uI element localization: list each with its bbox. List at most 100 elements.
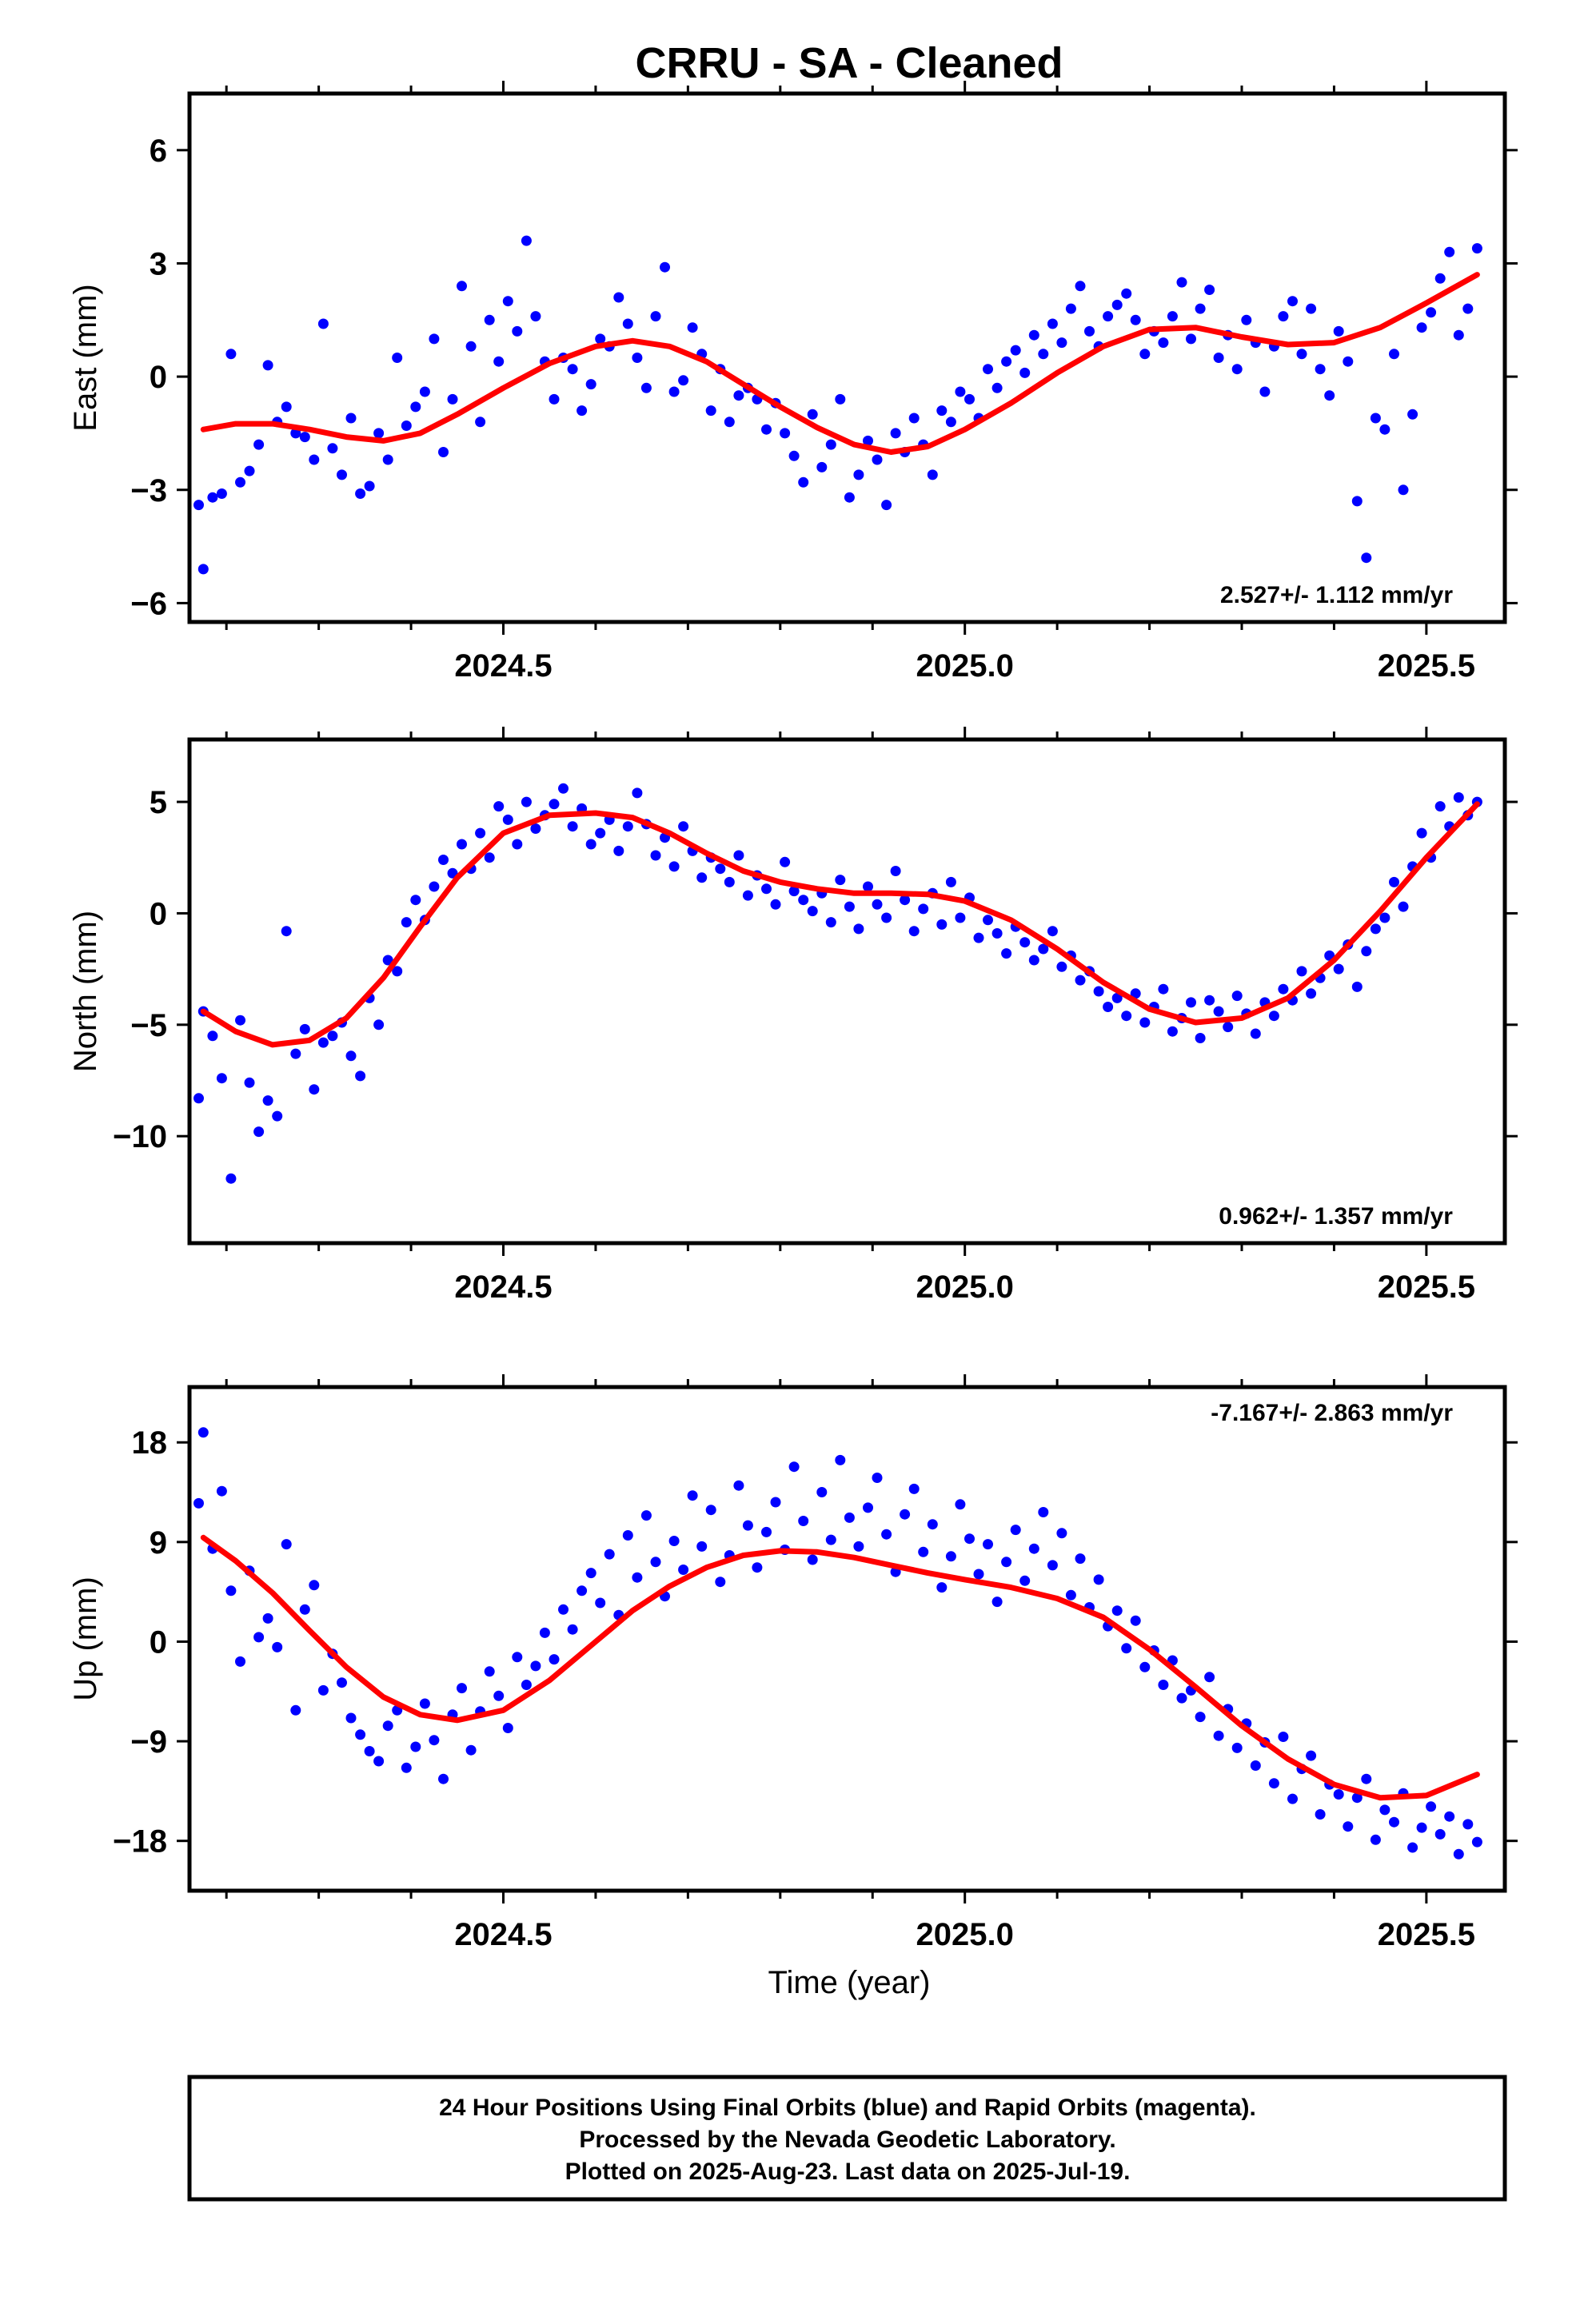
data-point bbox=[613, 845, 624, 856]
data-point bbox=[890, 866, 901, 876]
data-point bbox=[1361, 1773, 1372, 1784]
data-point bbox=[419, 386, 430, 397]
data-point bbox=[1462, 303, 1474, 314]
data-point bbox=[1306, 988, 1317, 999]
data-point bbox=[1121, 1011, 1132, 1022]
east-model-fit-line bbox=[200, 272, 1480, 455]
data-point bbox=[457, 1683, 467, 1694]
x-tick-label: 2025.5 bbox=[1378, 648, 1475, 684]
data-point bbox=[1213, 1730, 1224, 1741]
data-point bbox=[1010, 345, 1021, 356]
data-point bbox=[650, 850, 661, 861]
data-point bbox=[1343, 1821, 1354, 1832]
data-point bbox=[512, 839, 523, 850]
data-point bbox=[1019, 367, 1031, 378]
data-point bbox=[493, 356, 505, 367]
data-point bbox=[290, 1048, 301, 1059]
data-point bbox=[983, 915, 993, 926]
data-point bbox=[281, 926, 292, 937]
data-point bbox=[1213, 353, 1224, 363]
north-plot-frame bbox=[187, 737, 1507, 1246]
y-tick-label: 0 bbox=[150, 1624, 167, 1660]
data-point bbox=[1111, 1605, 1123, 1616]
x-axis-label: Time (year) bbox=[768, 1965, 931, 2000]
data-point bbox=[1223, 1022, 1234, 1033]
data-point bbox=[253, 1126, 265, 1138]
data-point bbox=[1139, 349, 1151, 360]
data-point bbox=[1158, 1680, 1169, 1690]
data-point bbox=[194, 1497, 204, 1509]
data-point bbox=[194, 500, 204, 511]
data-point bbox=[585, 379, 596, 390]
data-point bbox=[198, 564, 209, 575]
data-point bbox=[225, 1173, 237, 1184]
data-point bbox=[1250, 1760, 1261, 1771]
data-point bbox=[955, 912, 966, 923]
data-point bbox=[373, 1019, 385, 1030]
data-point bbox=[1361, 552, 1372, 564]
data-point bbox=[863, 435, 873, 446]
data-point bbox=[216, 1485, 227, 1497]
data-point bbox=[1426, 307, 1437, 318]
footer-line-3: Plotted on 2025-Aug-23. Last data on 202… bbox=[565, 2159, 1131, 2185]
data-point bbox=[1176, 1692, 1187, 1704]
data-point bbox=[345, 1712, 357, 1724]
data-point bbox=[299, 432, 310, 443]
data-point bbox=[549, 1654, 560, 1665]
data-point bbox=[1075, 281, 1086, 292]
data-point bbox=[788, 450, 800, 461]
y-tick-label: 6 bbox=[150, 134, 167, 169]
data-point bbox=[475, 417, 486, 428]
data-point bbox=[401, 1762, 412, 1773]
data-point bbox=[539, 1627, 550, 1638]
data-point bbox=[640, 382, 652, 393]
data-point bbox=[798, 895, 809, 906]
data-point bbox=[1075, 1553, 1086, 1565]
data-point bbox=[853, 469, 864, 480]
data-point bbox=[991, 1597, 1003, 1608]
data-point bbox=[798, 1516, 809, 1526]
panel-up: 18 9 0 −9 −18 2024.5 2025.0 2025.5 Up (mm) Time (… bbox=[68, 1374, 1518, 2000]
data-point bbox=[299, 1023, 310, 1034]
data-point bbox=[1186, 997, 1196, 1008]
y-tick-label: 0 bbox=[150, 360, 167, 395]
data-point bbox=[309, 1580, 320, 1591]
data-point bbox=[1306, 1750, 1317, 1761]
data-point bbox=[881, 500, 892, 511]
data-point bbox=[1195, 1033, 1206, 1043]
data-point bbox=[1389, 349, 1399, 360]
data-point bbox=[844, 1512, 855, 1523]
data-point bbox=[317, 1684, 329, 1696]
data-point bbox=[696, 1541, 708, 1552]
data-point bbox=[1093, 986, 1104, 997]
data-point bbox=[1028, 955, 1039, 966]
data-point bbox=[1351, 496, 1363, 507]
data-point bbox=[493, 1690, 505, 1701]
data-point bbox=[429, 881, 440, 892]
data-point bbox=[1287, 1793, 1298, 1804]
data-point bbox=[457, 281, 467, 292]
up-model-fit-line bbox=[200, 1534, 1480, 1801]
data-point bbox=[392, 966, 403, 977]
data-point bbox=[1398, 484, 1409, 496]
data-point bbox=[1453, 1848, 1464, 1860]
data-point bbox=[373, 428, 385, 439]
data-point bbox=[668, 386, 680, 397]
data-point bbox=[1001, 1557, 1012, 1568]
data-point bbox=[872, 454, 883, 465]
data-point bbox=[1315, 364, 1326, 375]
data-point bbox=[512, 1652, 523, 1663]
data-point bbox=[945, 876, 956, 887]
data-point bbox=[622, 1530, 633, 1541]
data-point bbox=[761, 424, 772, 435]
x-tick-label: 2025.5 bbox=[1378, 1917, 1475, 1952]
data-point bbox=[1056, 1528, 1067, 1539]
data-point bbox=[207, 1030, 218, 1042]
data-point bbox=[438, 855, 449, 865]
x-tick-label: 2025.0 bbox=[916, 1270, 1014, 1305]
data-point bbox=[281, 401, 292, 413]
data-point bbox=[262, 1612, 273, 1624]
data-point bbox=[983, 364, 993, 375]
data-point bbox=[1416, 827, 1427, 839]
